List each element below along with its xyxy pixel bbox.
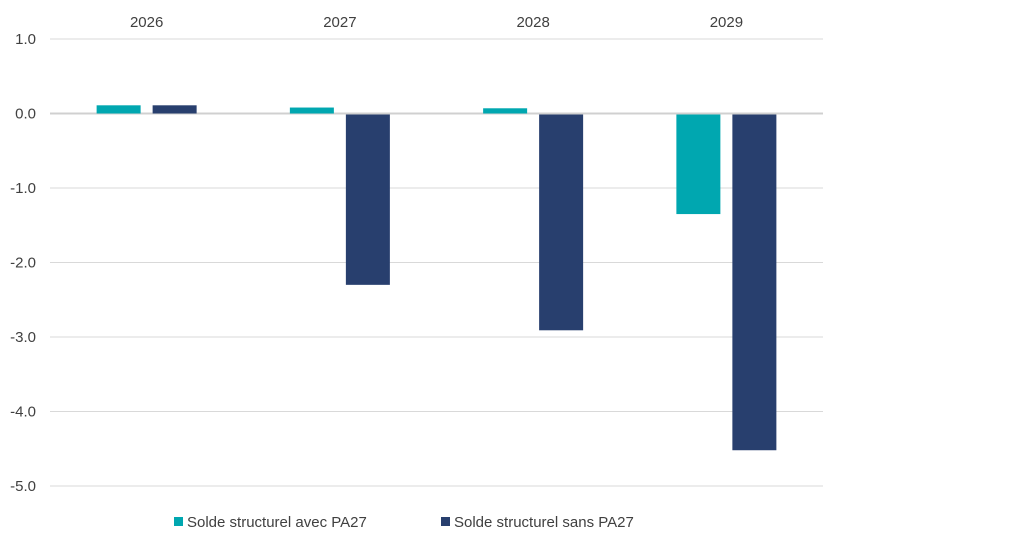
bar-sans-2026 xyxy=(152,105,197,114)
bar-avec-2029 xyxy=(676,114,721,215)
legend-swatch-avec xyxy=(174,517,183,526)
category-label: 2027 xyxy=(323,14,356,31)
category-label: 2028 xyxy=(516,14,549,31)
legend-label-sans: Solde structurel sans PA27 xyxy=(454,514,634,531)
legend-swatch-sans xyxy=(441,517,450,526)
y-tick-label: 1.0 xyxy=(15,31,36,48)
bar-avec-2027 xyxy=(289,107,334,114)
bar-avec-2026 xyxy=(96,105,141,114)
y-axis-ticks: 1.0 0.0 -1.0 -2.0 -3.0 -4.0 -5.0 xyxy=(10,31,36,495)
y-tick-label: -3.0 xyxy=(10,329,36,346)
bar-avec-2028 xyxy=(483,108,528,114)
legend: Solde structurel avec PA27 Solde structu… xyxy=(174,514,634,531)
bar-sans-2028 xyxy=(539,114,584,331)
category-label: 2029 xyxy=(710,14,743,31)
y-tick-label: -4.0 xyxy=(10,404,36,421)
category-label: 2026 xyxy=(130,14,163,31)
legend-label-avec: Solde structurel avec PA27 xyxy=(187,514,367,531)
bar-sans-2029 xyxy=(732,114,777,451)
y-tick-label: 0.0 xyxy=(15,106,36,123)
y-tick-label: -1.0 xyxy=(10,180,36,197)
y-tick-label: -5.0 xyxy=(10,478,36,495)
y-tick-label: -2.0 xyxy=(10,255,36,272)
bar-sans-2027 xyxy=(345,114,390,285)
bars xyxy=(96,105,777,451)
category-labels: 2026 2027 2028 2029 xyxy=(130,14,743,31)
